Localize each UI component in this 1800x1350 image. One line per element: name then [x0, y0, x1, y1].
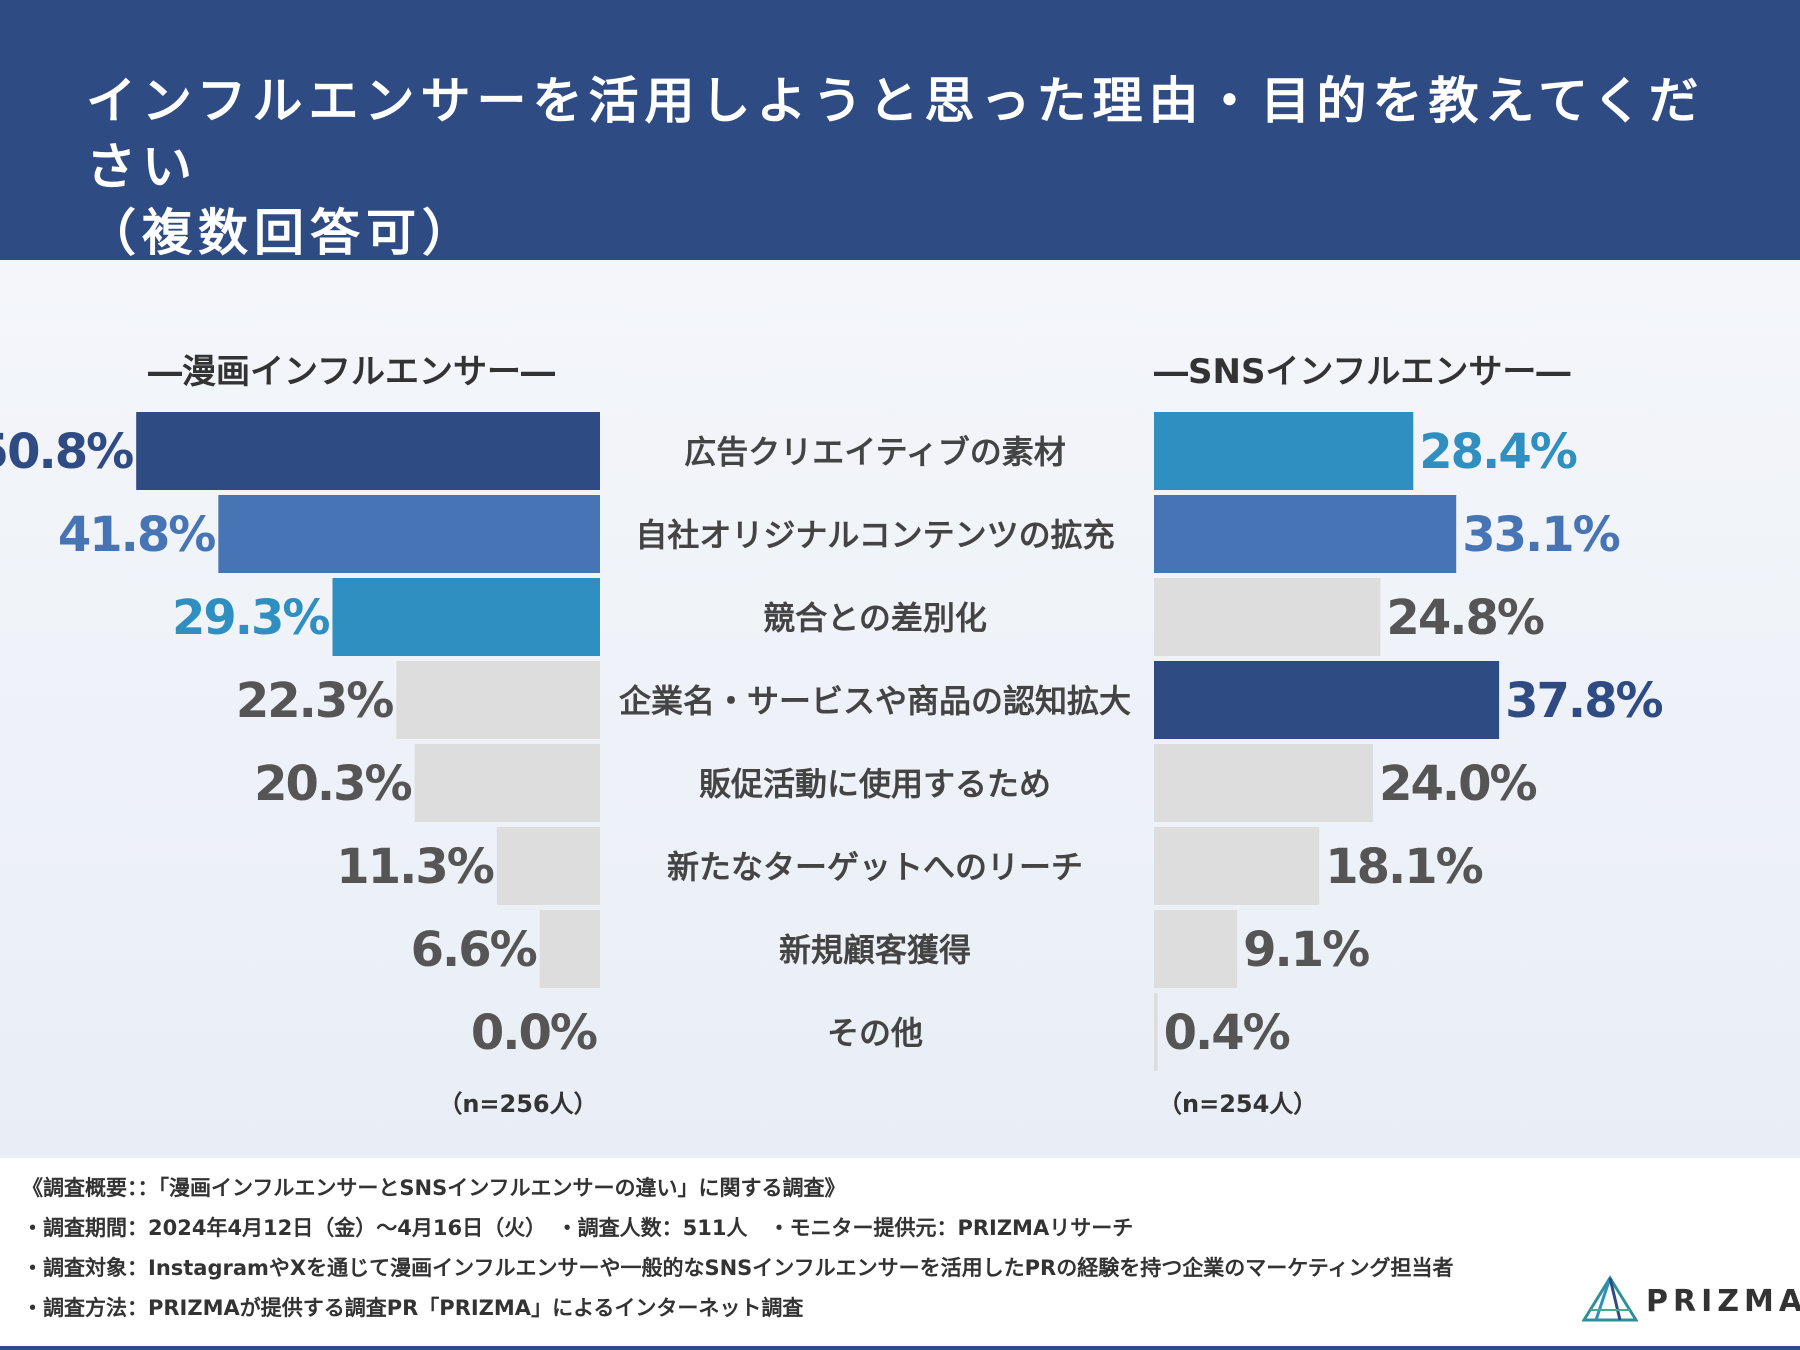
left-bar-4: [414, 744, 600, 822]
category-label-2: 競合との差別化: [763, 599, 987, 637]
right-value-label-4: 24.0%: [1379, 756, 1536, 812]
page-title: インフルエンサーを活用しようと思った理由・目的を教えてください （複数回答可）: [86, 68, 1746, 266]
category-label-3: 企業名・サービスや商品の認知拡大: [619, 682, 1131, 720]
left-value-label-5: 11.3%: [336, 839, 493, 895]
right-bar-3: [1154, 661, 1500, 739]
left-bar-6: [539, 910, 600, 988]
chart-background: [0, 260, 1800, 1158]
category-label-0: 広告クリエイティブの素材: [684, 433, 1065, 471]
header-banner: インフルエンサーを活用しようと思った理由・目的を教えてください （複数回答可）: [0, 0, 1800, 262]
footer-divider: [0, 1346, 1800, 1350]
right-bar-2: [1154, 578, 1381, 656]
right-sample-size: （n=254人）: [1158, 1090, 1317, 1118]
right-value-label-1: 33.1%: [1462, 507, 1619, 563]
butterfly-bar-chart: 50.8% 広告クリエイティブの素材 28.4% 41.8% 自社オリジナルコンテンツの…: [0, 412, 1665, 1118]
category-label-7: その他: [827, 1014, 923, 1052]
left-value-label-6: 6.6%: [411, 922, 537, 978]
right-bar-6: [1154, 910, 1238, 988]
right-value-label-7: 0.4%: [1164, 1005, 1290, 1061]
title-line-1: インフルエンサーを活用しようと思った理由・目的を教えてください: [86, 72, 1705, 196]
left-value-label-7: 0.0%: [471, 1005, 597, 1061]
left-bar-0: [136, 412, 601, 490]
left-value-label-4: 20.3%: [254, 756, 411, 812]
right-value-label-5: 18.1%: [1325, 839, 1482, 895]
right-bar-4: [1154, 744, 1374, 822]
right-bar-5: [1154, 827, 1320, 905]
left-sample-size: （n=256人）: [438, 1090, 597, 1118]
prizma-logo-icon: [1581, 1275, 1639, 1322]
survey-note-heading: 《調査概要：：「漫画インフルエンサーとSNSインフルエンサーの違い」に関する調査…: [22, 1176, 846, 1200]
category-label-5: 新たなターゲットへのリーチ: [667, 848, 1083, 886]
left-value-label-1: 41.8%: [58, 507, 215, 563]
prizma-logo: PRIZMA: [1581, 1274, 1800, 1330]
survey-note-period: ・調査期間：2024年4月12日（金）〜4月16日（火） ・調査人数：511人 …: [22, 1216, 1134, 1240]
left-bar-3: [396, 661, 600, 739]
left-value-label-2: 29.3%: [172, 590, 329, 646]
right-value-label-3: 37.8%: [1505, 673, 1662, 729]
footer: [0, 1158, 1800, 1350]
survey-note-target: ・調査対象：InstagramやXを通じて漫画インフルエンサーや一般的なSNSイ…: [22, 1256, 1454, 1280]
category-label-1: 自社オリジナルコンテンツの拡充: [635, 516, 1114, 554]
right-value-label-2: 24.8%: [1386, 590, 1543, 646]
title-line-2: （複数回答可）: [86, 204, 478, 262]
right-value-label-0: 28.4%: [1419, 424, 1576, 480]
left-bar-1: [218, 495, 600, 573]
right-panel-title: ―SNSインフルエンサー―: [1154, 352, 1571, 392]
right-bar-0: [1154, 412, 1414, 490]
left-value-label-3: 22.3%: [236, 673, 393, 729]
right-value-label-6: 9.1%: [1243, 922, 1369, 978]
right-bar-7: [1154, 993, 1158, 1071]
left-bar-5: [496, 827, 600, 905]
survey-note-method: ・調査方法：PRIZMAが提供する調査PR「PRIZMA」によるインターネット調…: [22, 1296, 804, 1320]
category-label-4: 販促活動に使用するため: [699, 765, 1051, 803]
left-panel-title: ―漫画インフルエンサー―: [148, 352, 555, 392]
category-label-6: 新規顧客獲得: [779, 931, 971, 969]
left-value-label-0: 50.8%: [0, 424, 133, 480]
left-bar-2: [332, 578, 600, 656]
right-bar-1: [1154, 495, 1457, 573]
prizma-logo-text: PRIZMA: [1646, 1284, 1800, 1319]
